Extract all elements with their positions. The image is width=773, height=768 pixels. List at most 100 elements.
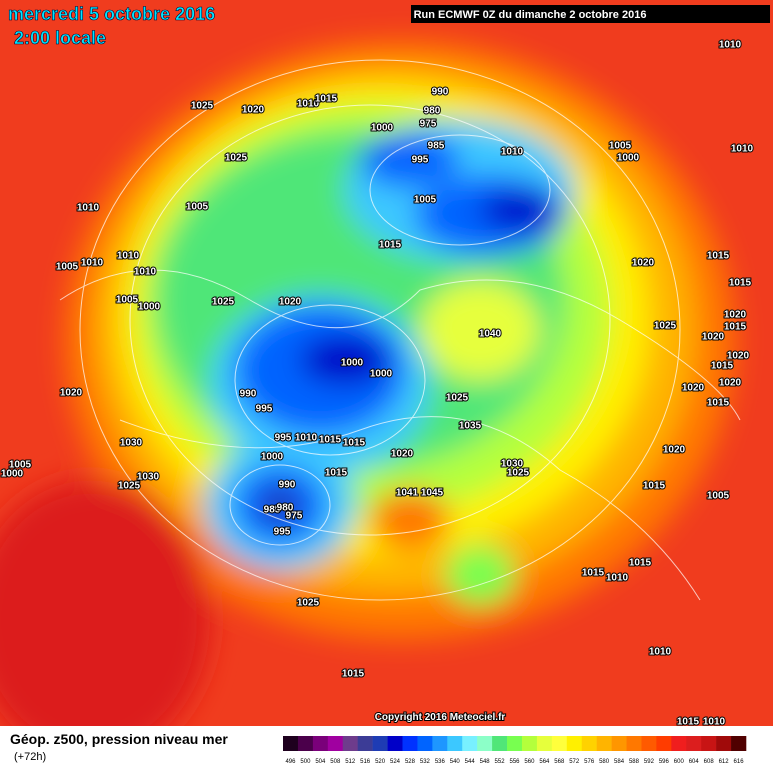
lead-time: (+72h) [14,751,46,763]
isobar-label: 1010 [606,573,629,584]
isobar-label: 1005 [116,295,139,306]
scale-label: 524 [390,759,401,765]
scale-label: 512 [345,759,356,765]
isobar-label: 1030 [501,459,524,470]
isobar-label: 1005 [707,491,730,502]
isobar-label: 995 [412,155,429,166]
isobar-label: 1010 [81,258,104,269]
isobar-label: 1025 [191,101,214,112]
isobar-label: 1020 [242,105,265,116]
scale-label: 572 [569,759,580,765]
isobar-label: 1015 [724,322,747,333]
scale-label: 600 [674,759,685,765]
scale-label: 508 [330,759,341,765]
scale-label: 544 [465,759,476,765]
scale-label: 516 [360,759,371,765]
isobar-label: 1030 [137,472,160,483]
isobar-label: 1015 [629,558,652,569]
isobar-label: 1000 [370,369,393,380]
scale-label: 560 [524,759,535,765]
scale-swatch [357,736,373,751]
isobar-label: 1010 [134,267,157,278]
isobar-label: 1025 [225,153,248,164]
isobar-label: 1015 [325,468,348,479]
isobar-label: 1015 [315,94,338,105]
legend-title: Géop. z500, pression niveau mer [10,731,228,747]
scale-swatch [312,736,329,751]
scale-swatch [716,736,732,751]
scale-label: 588 [629,759,640,765]
isobar-label: 1030 [120,438,143,449]
forecast-time: 2:00 locale [14,28,106,48]
isobar-label: 975 [420,119,437,130]
isobar-label: 1010 [719,40,742,51]
scale-label: 556 [509,759,520,765]
isobar-label: 1025 [507,468,530,479]
scale-swatch [387,736,403,751]
scale-swatch [477,736,493,751]
isobar-label: 1005 [186,202,209,213]
isobar-label: 1015 [343,438,366,449]
scale-swatch [551,736,568,751]
scale-label: 580 [599,759,610,765]
isobar-label: 995 [275,433,292,444]
isobar-label: 1005 [609,141,632,152]
isobar-label: 1015 [729,278,752,289]
isobar-label: 1005 [56,262,79,273]
isobar-label: 980 [277,503,294,514]
isobar-label: 1015 [379,240,402,251]
copyright: Copyright 2016 Meteociel.fr [375,712,506,723]
isobar-label: 1020 [279,297,302,308]
scale-label: 520 [375,759,386,765]
isobar-label: 1010 [703,717,726,728]
isobar-label: 1025 [212,297,235,308]
isobar-label: 1000 [261,452,284,463]
scale-swatch [536,736,553,751]
scale-label: 608 [704,759,715,765]
scale-swatch [701,736,717,751]
isobar-label: 1020 [727,351,750,362]
scale-swatch [596,736,612,751]
scale-label: 552 [495,759,506,765]
isobar-label: 1010 [649,647,672,658]
scale-swatch [686,736,702,751]
isobar-label: 1020 [682,383,705,394]
contours [59,59,741,601]
scale-swatch [342,736,358,751]
scale-swatch [417,736,433,751]
scale-label: 504 [315,759,326,765]
isobar-label: 1035 [459,421,482,432]
isobar-label: 975 [286,511,303,522]
color-scale: 496 500 504 508 512 516 520 524 528 532 536 540 544 5… [283,736,747,765]
scale-label: 584 [614,759,625,765]
isobar-label: 1015 [643,481,666,492]
scale-swatch [402,736,418,751]
isobar-label: 995 [274,527,291,538]
scale-swatch [492,736,508,751]
scale-label: 548 [480,759,491,765]
isobar-label: 1025 [654,321,677,332]
isobar-label: 1000 [138,302,161,313]
isobar-label: 1041 [396,488,419,499]
isobar-label: 1020 [632,258,655,269]
scale-label: 612 [719,759,730,765]
scale-label: 568 [554,759,565,765]
isobar-label: 1000 [371,123,394,134]
scale-swatch [626,736,642,751]
scale-label: 540 [450,759,461,765]
scale-swatch [641,736,657,751]
isobar-label: 985 [264,505,281,516]
scale-label: 604 [689,759,700,765]
run-info: Run ECMWF 0Z du dimanche 2 octobre 2016 [414,9,647,21]
scale-swatch [611,736,627,751]
scale-swatch [372,736,388,751]
isobar-label: 1020 [724,310,747,321]
isobar-label: 1005 [9,460,32,471]
isobar-label: 1000 [1,469,24,480]
isobar-label: 1000 [617,153,640,164]
isobar-label: 1020 [391,449,414,460]
isobar-label: 1015 [707,251,730,262]
